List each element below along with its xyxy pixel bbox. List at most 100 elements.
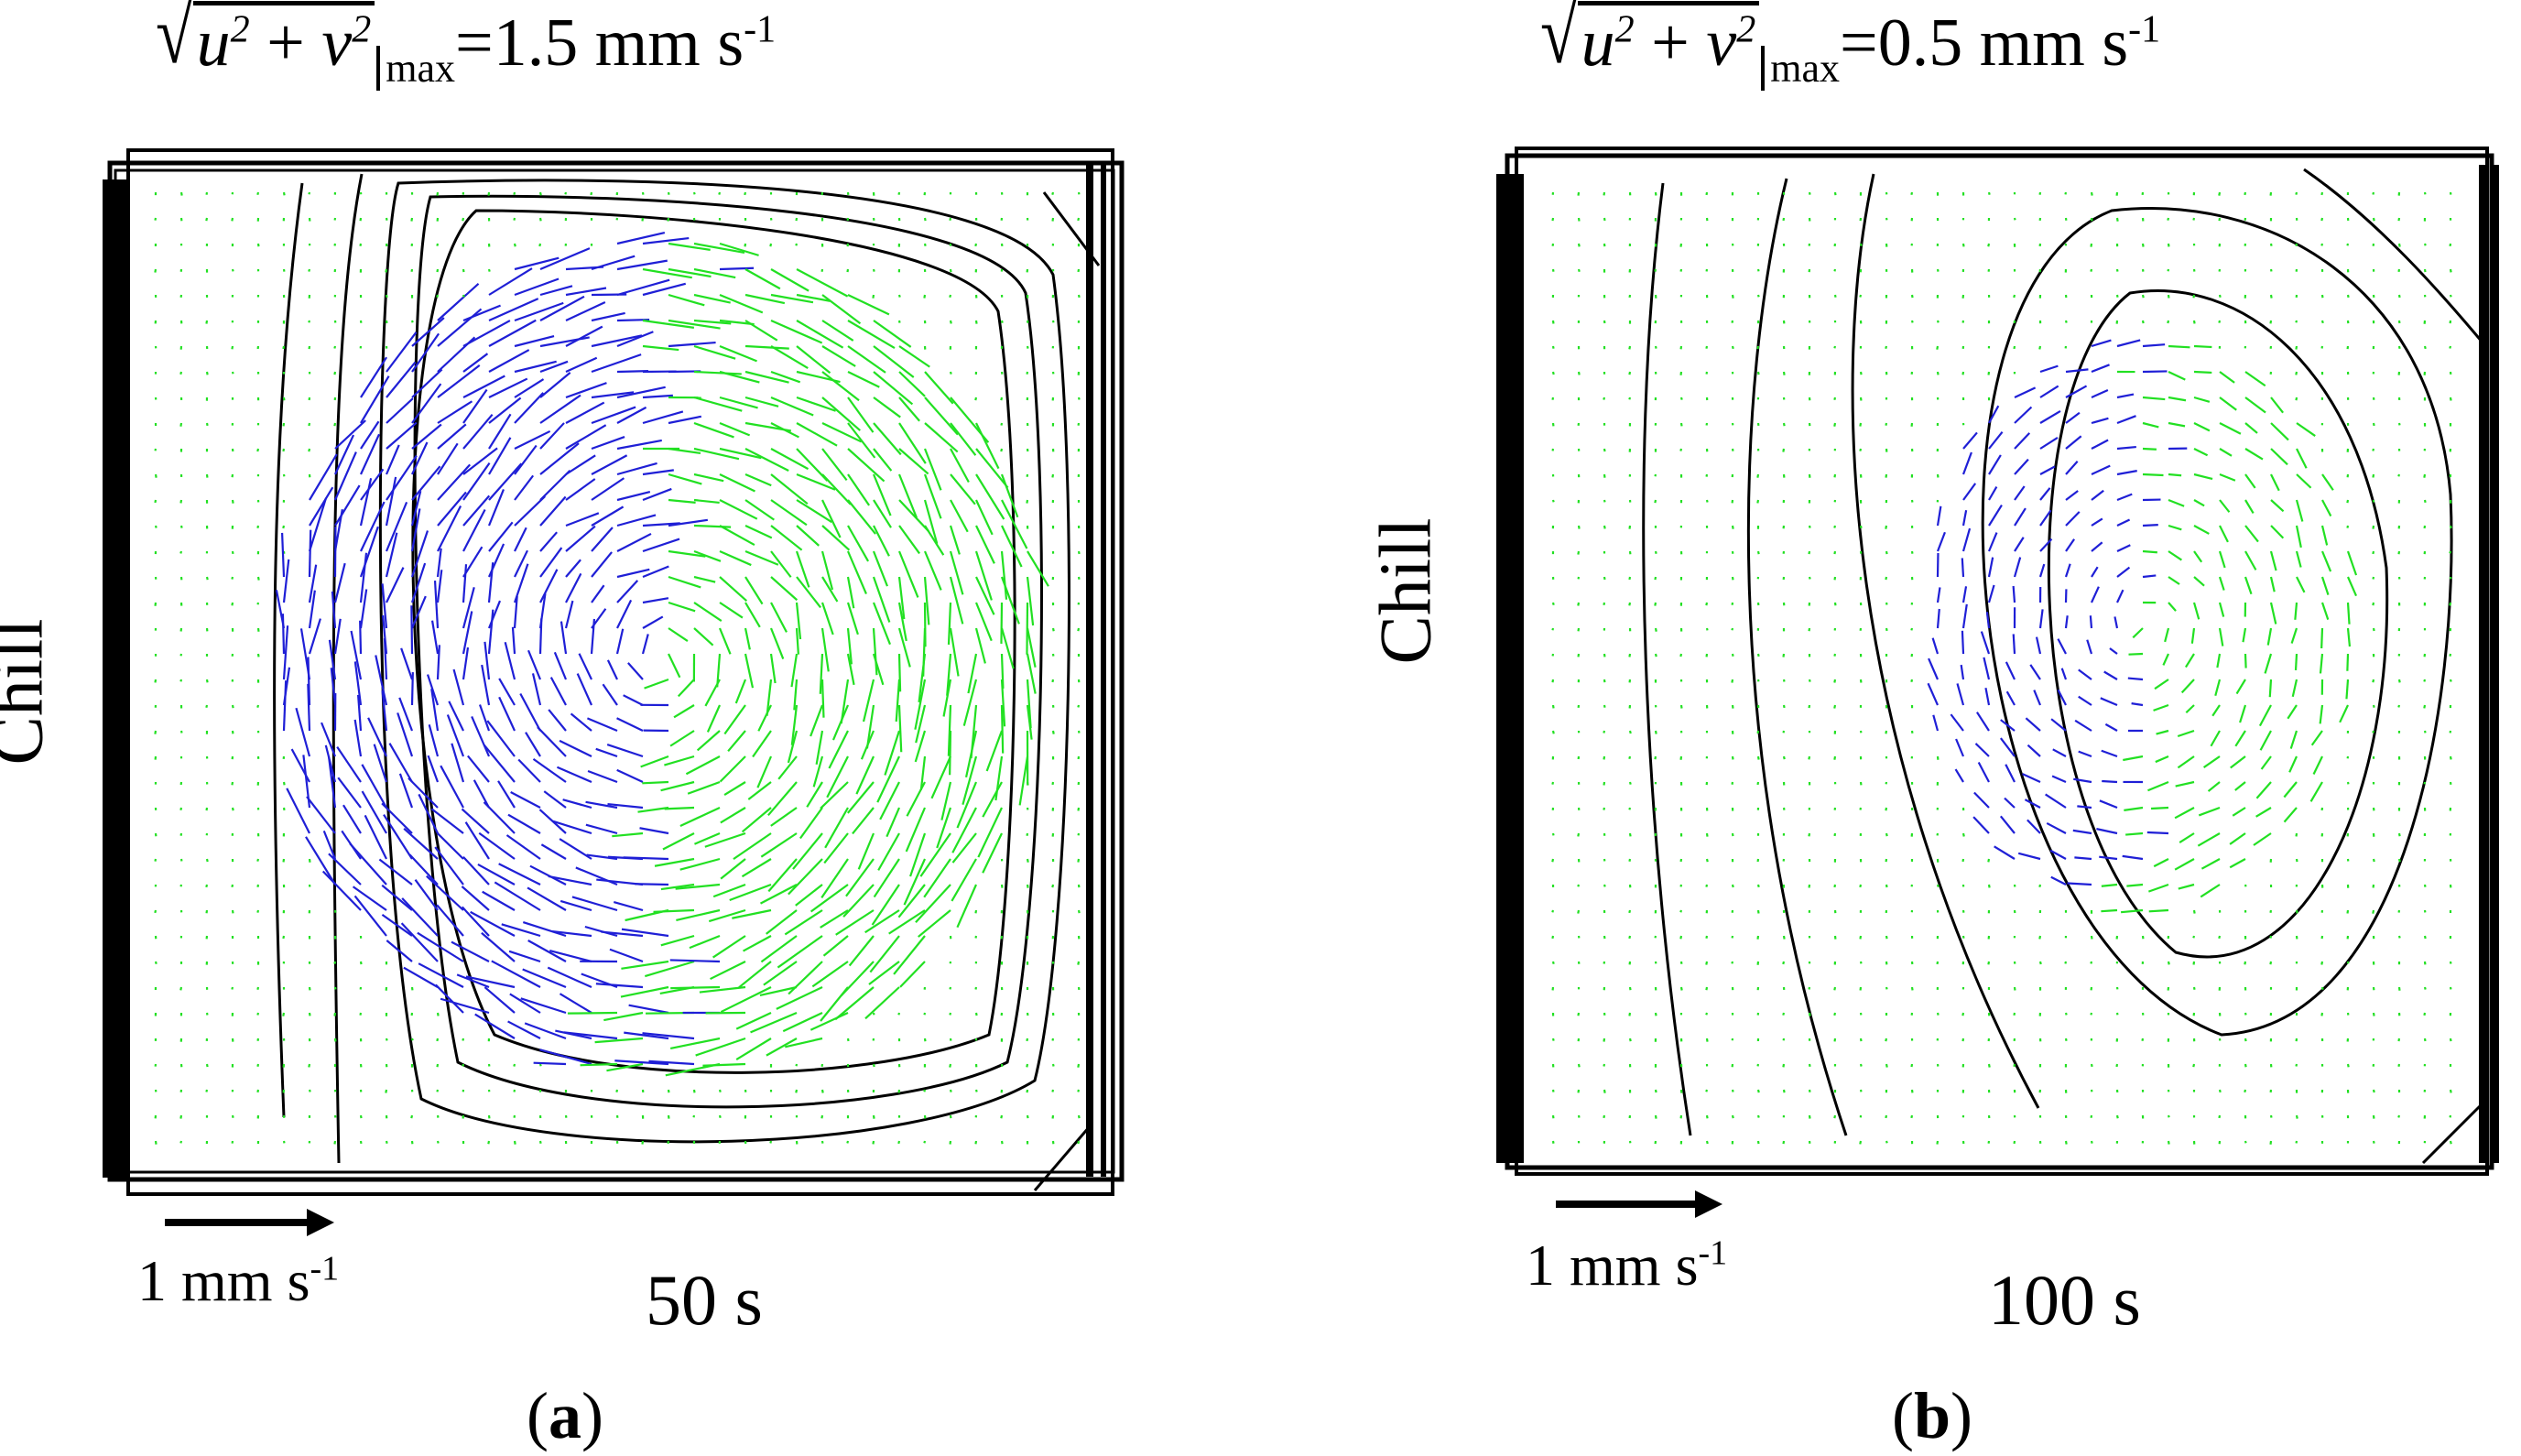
- velocity-vector: [539, 495, 567, 527]
- velocity-vector: [975, 422, 1000, 470]
- velocity-vector: [1603, 602, 1606, 606]
- velocity-vector: [847, 294, 890, 316]
- velocity-vector: [2346, 653, 2350, 671]
- velocity-vector: [487, 562, 494, 603]
- velocity-vector: [2099, 799, 2118, 809]
- velocity-vector: [2064, 320, 2068, 323]
- velocity-vector: [1961, 603, 1968, 629]
- velocity-vector: [2397, 422, 2401, 426]
- velocity-vector: [591, 477, 625, 501]
- velocity-vector: [205, 858, 209, 863]
- velocity-vector: [2051, 775, 2067, 784]
- velocity-vector: [893, 935, 926, 975]
- velocity-vector: [668, 627, 689, 643]
- velocity-vector: [538, 1140, 542, 1144]
- velocity-vector: [1654, 550, 1657, 555]
- velocity-vector: [635, 883, 669, 886]
- velocity-vector: [430, 689, 440, 732]
- velocity-vector: [2295, 499, 2304, 522]
- velocity-vector: [942, 679, 952, 717]
- velocity-vector: [2244, 525, 2259, 543]
- velocity-vector: [1955, 738, 1965, 757]
- velocity-vector: [704, 831, 746, 848]
- velocity-vector: [231, 986, 234, 990]
- velocity-vector: [533, 1061, 567, 1066]
- velocity-vector: [385, 294, 388, 299]
- velocity-vector: [744, 396, 779, 407]
- velocity-vector: [2345, 679, 2350, 700]
- velocity-vector: [847, 345, 886, 374]
- velocity-vector: [744, 448, 789, 473]
- velocity-vector: [333, 371, 337, 375]
- velocity-vector: [1756, 499, 1760, 504]
- velocity-vector: [2216, 653, 2222, 668]
- velocity-vector: [2013, 294, 2016, 299]
- velocity-vector: [2269, 602, 2277, 625]
- velocity-vector: [2270, 422, 2289, 441]
- velocity-vector: [2180, 679, 2195, 694]
- velocity-vector: [869, 935, 900, 973]
- velocity-vector: [1910, 294, 1914, 299]
- velocity-vector: [2270, 473, 2280, 492]
- velocity-vector: [668, 498, 696, 504]
- velocity-vector: [668, 293, 705, 307]
- velocity-vector: [539, 372, 571, 398]
- velocity-vector: [1859, 243, 1863, 247]
- velocity-vector: [642, 597, 669, 604]
- velocity-vector: [795, 243, 799, 246]
- velocity-vector: [744, 344, 789, 350]
- velocity-vector: [873, 397, 901, 418]
- velocity-vector: [923, 243, 927, 246]
- velocity-vector: [872, 294, 875, 299]
- velocity-vector: [2218, 627, 2224, 647]
- velocity-vector: [1628, 858, 1632, 862]
- velocity-vector: [1551, 935, 1555, 940]
- velocity-vector: [567, 1011, 618, 1015]
- velocity-vector: [1756, 1063, 1760, 1067]
- velocity-vector: [547, 966, 592, 989]
- velocity-field-plot: [1496, 147, 2499, 1218]
- velocity-vector: [2116, 493, 2133, 502]
- velocity-vector: [571, 896, 618, 912]
- velocity-vector: [2289, 730, 2298, 749]
- velocity-vector: [386, 361, 417, 398]
- velocity-vector: [286, 788, 310, 834]
- velocity-vector: [699, 985, 746, 994]
- velocity-vector: [2101, 749, 2118, 758]
- velocity-vector: [282, 559, 290, 603]
- velocity-vector: [309, 453, 338, 501]
- velocity-vector: [451, 743, 465, 783]
- velocity-vector: [205, 1063, 209, 1068]
- velocity-vector: [2131, 702, 2144, 707]
- velocity-vector: [1808, 525, 1811, 528]
- velocity-vector: [1628, 397, 1632, 400]
- velocity-vector: [385, 444, 400, 475]
- velocity-vector: [2218, 1089, 2222, 1093]
- velocity-vector: [621, 928, 669, 938]
- velocity-vector: [2219, 371, 2235, 384]
- velocity-vector: [2150, 806, 2169, 810]
- velocity-vector: [2142, 574, 2157, 579]
- velocity-vector: [667, 191, 670, 195]
- velocity-vector: [719, 755, 746, 783]
- velocity-vector: [462, 611, 473, 655]
- velocity-vector: [668, 653, 681, 679]
- velocity-vector: [2142, 473, 2164, 477]
- velocity-vector: [2039, 364, 2059, 374]
- velocity-vector: [1782, 653, 1786, 657]
- velocity-vector: [1987, 884, 1991, 888]
- velocity-vector: [2193, 499, 2205, 507]
- velocity-vector: [1654, 499, 1657, 504]
- velocity-vector: [2167, 1140, 2170, 1145]
- velocity-vector: [1927, 682, 1940, 706]
- velocity-vector: [333, 1012, 337, 1016]
- velocity-vector: [462, 647, 470, 680]
- velocity-vector: [411, 317, 445, 347]
- velocity-vector: [514, 360, 557, 374]
- velocity-vector: [2321, 473, 2334, 491]
- velocity-vector: [694, 831, 721, 845]
- velocity-vector: [564, 600, 574, 629]
- velocity-vector: [256, 1089, 260, 1093]
- velocity-vector: [1051, 191, 1055, 196]
- velocity-vector: [154, 473, 158, 478]
